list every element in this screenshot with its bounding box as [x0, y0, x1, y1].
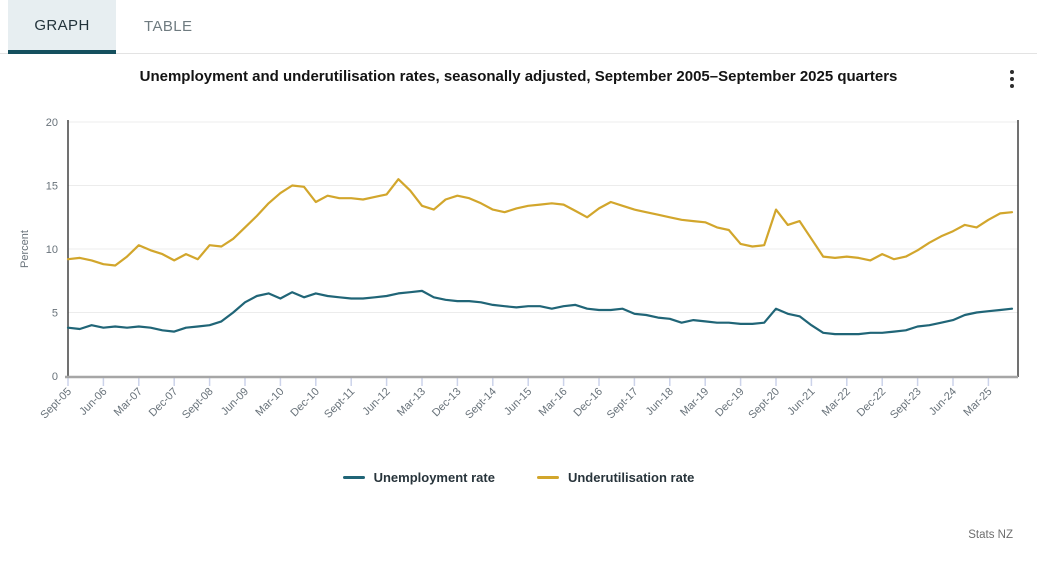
x-axis-tick-label: Sept-11 — [322, 386, 357, 421]
x-axis-tick-label: Mar-25 — [961, 386, 994, 419]
legend-label: Unemployment rate — [373, 470, 495, 485]
y-axis-tick-label: 0 — [52, 371, 58, 383]
x-axis-tick-label: Dec-19 — [713, 386, 747, 420]
x-axis-tick-label: Jun-18 — [644, 386, 676, 418]
x-axis-tick-label: Jun-21 — [785, 386, 817, 418]
y-axis-tick-label: 10 — [46, 244, 58, 256]
x-axis-tick-label: Sept-05 — [38, 386, 74, 422]
x-axis-tick-label: Mar-13 — [395, 386, 428, 419]
x-axis-tick-label: Jun-09 — [219, 386, 251, 418]
tab-bar: GRAPH TABLE — [0, 0, 1037, 54]
kebab-icon — [1010, 84, 1014, 88]
tab-table[interactable]: TABLE — [116, 0, 220, 53]
tab-graph[interactable]: GRAPH — [8, 0, 116, 54]
kebab-icon — [1010, 77, 1014, 81]
chart-title: Unemployment and underutilisation rates,… — [139, 68, 898, 85]
x-axis-tick-label: Sept-08 — [180, 386, 216, 422]
kebab-icon — [1010, 70, 1014, 74]
x-axis-tick-label: Mar-07 — [112, 386, 145, 419]
legend-label: Underutilisation rate — [567, 470, 695, 485]
y-axis-title: Percent — [19, 230, 31, 268]
underutilisation-line-swatch — [536, 475, 559, 480]
x-axis-tick-label: Dec-22 — [855, 386, 889, 420]
chart-legend: Unemployment rate Underutilisation rate — [0, 470, 1037, 485]
legend-item-underutilisation[interactable]: Underutilisation rate — [536, 470, 695, 485]
x-axis-tick-label: Dec-16 — [572, 386, 606, 420]
x-axis-tick-label: Mar-19 — [678, 386, 711, 419]
kebab-menu-button[interactable] — [1001, 65, 1023, 93]
y-axis-tick-label: 5 — [52, 308, 58, 320]
x-axis-tick-label: Sept-20 — [746, 386, 782, 422]
x-axis-tick-label: Jun-12 — [360, 386, 392, 418]
tab-graph-label: GRAPH — [34, 16, 90, 34]
x-axis-tick-label: Sept-14 — [463, 386, 499, 422]
x-axis-tick-label: Mar-16 — [537, 386, 570, 419]
series-line-0 — [66, 289, 1014, 336]
y-axis-tick-label: 15 — [46, 181, 58, 193]
x-axis-tick-label: Mar-10 — [253, 386, 286, 419]
chart-area: 0 5 10 15 20 Sept-05 Jun-06 Mar-07 Dec-07 Sept-08… — [0, 110, 1037, 462]
y-axis-tick-label: 20 — [46, 117, 58, 129]
x-axis-tick-label: Dec-07 — [147, 386, 181, 420]
stats-nz-attribution: Stats NZ — [968, 529, 1013, 541]
x-axis-tick-label: Dec-13 — [430, 386, 464, 420]
series-line-1 — [66, 178, 1014, 267]
unemployment-line-swatch — [342, 475, 365, 480]
x-axis-tick-label: Sept-17 — [605, 386, 641, 422]
x-axis-tick-label: Sept-23 — [888, 386, 924, 422]
x-axis-tick-label: Jun-24 — [927, 386, 959, 418]
x-axis-tick-label: Jun-06 — [77, 386, 109, 418]
title-row: Unemployment and underutilisation rates,… — [0, 67, 1037, 88]
x-axis-tick-label: Dec-10 — [288, 386, 322, 420]
tab-table-label: TABLE — [144, 18, 193, 35]
line-chart: 0 5 10 15 20 Sept-05 Jun-06 Mar-07 Dec-07 Sept-08… — [19, 117, 1019, 422]
legend-item-unemployment[interactable]: Unemployment rate — [342, 470, 495, 485]
x-axis-tick-label: Jun-15 — [502, 386, 534, 418]
x-axis-tick-label: Mar-22 — [820, 386, 853, 419]
